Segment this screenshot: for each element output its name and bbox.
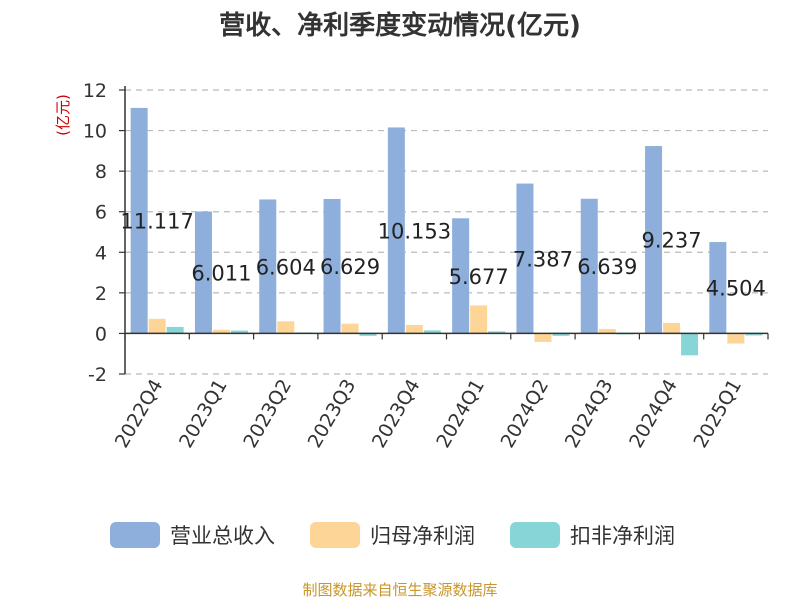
y-axis-label: (亿元) [54,94,72,136]
legend-swatch [310,522,360,548]
x-tick-label: 2024Q3 [561,376,618,452]
bar[interactable] [323,198,341,334]
bar[interactable] [148,318,166,334]
y-tick-label: 8 [95,161,107,183]
bar[interactable] [130,107,148,334]
bar[interactable] [534,333,552,342]
data-label: 6.604 [256,255,316,279]
chart-title: 营收、净利季度变动情况(亿元) [219,10,581,41]
bar[interactable] [745,333,763,336]
y-tick-label: -2 [88,364,107,386]
bar[interactable] [194,211,212,334]
grid [125,89,768,375]
legend-item[interactable]: 扣非净利润 [510,522,675,548]
legend-swatch [510,522,560,548]
bar[interactable] [645,146,663,334]
data-label: 6.011 [191,261,251,285]
y-tick-label: 0 [95,323,107,345]
data-label: 4.504 [706,277,766,301]
bar[interactable] [277,321,295,334]
bar[interactable] [598,328,616,334]
x-tick-label: 2025Q1 [689,376,746,452]
data-label: 11.117 [120,210,193,234]
data-label: 10.153 [378,219,451,243]
bar[interactable] [709,242,727,334]
x-tick-label: 2024Q4 [625,376,682,452]
axes: -2 0 2 4 6 8 10 12 2022Q4 2023Q1 2023Q2 2023Q3 2023Q… [83,80,769,452]
x-tick-label: 2023Q3 [304,376,361,452]
bar[interactable] [727,333,745,344]
bar[interactable] [470,305,488,334]
legend-label: 营业总收入 [170,524,275,548]
legend[interactable]: 营业总收入 归母净利润 扣非净利润 [110,522,675,548]
bar[interactable] [580,198,598,334]
bar[interactable] [452,218,470,334]
bars [130,107,763,356]
bar[interactable] [423,330,441,334]
x-tick-label: 2024Q2 [497,376,554,452]
legend-swatch [110,522,160,548]
data-label: 6.639 [577,255,637,279]
bar[interactable] [681,333,699,356]
data-label: 5.677 [449,265,509,289]
bar[interactable] [663,322,681,334]
bar[interactable] [387,127,405,334]
bar[interactable] [166,326,184,334]
bar[interactable] [552,333,570,336]
data-label: 6.629 [320,255,380,279]
data-label: 9.237 [641,229,701,253]
x-tick-label: 2022Q4 [111,376,168,452]
bar[interactable] [212,329,230,334]
y-tick-label: 10 [83,121,107,143]
legend-label: 扣非净利润 [570,524,675,548]
bar[interactable] [341,323,359,334]
y-tick-label: 2 [95,283,107,305]
legend-item[interactable]: 归母净利润 [310,522,475,548]
bar[interactable] [359,333,377,336]
y-tick-label: 6 [95,202,107,224]
x-tick-label: 2023Q1 [175,376,232,452]
y-tick-label: 4 [95,242,107,264]
source-note: 制图数据来自恒生聚源数据库 [302,581,497,599]
bar[interactable] [488,331,506,334]
x-tick-label: 2024Q1 [432,376,489,452]
y-tick-label: 12 [83,80,107,102]
legend-label: 归母净利润 [370,524,475,548]
x-tick-label: 2023Q2 [239,376,296,452]
legend-item[interactable]: 营业总收入 [110,522,275,548]
bar[interactable] [259,199,277,334]
bar[interactable] [405,324,423,334]
bar[interactable] [230,330,248,334]
x-tick-label: 2023Q4 [368,376,425,452]
data-label: 7.387 [513,248,573,272]
bar[interactable] [516,183,534,334]
